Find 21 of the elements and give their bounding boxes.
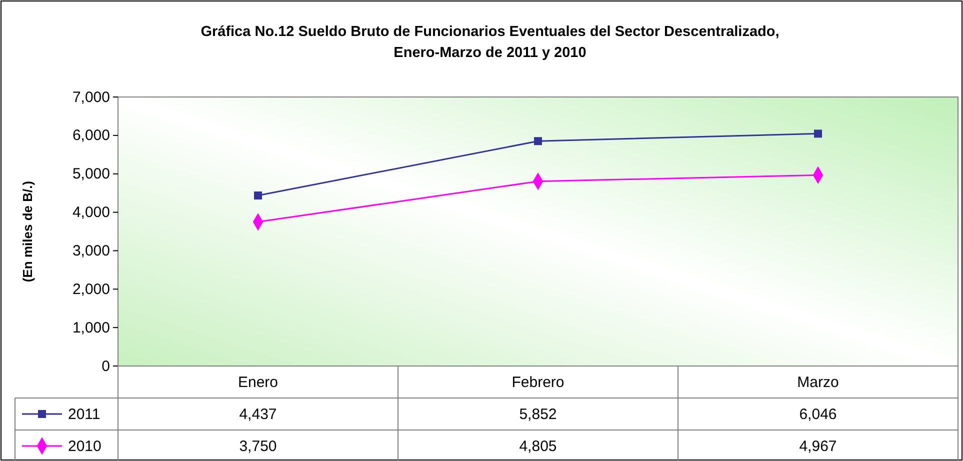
y-tick-label: 7,000 <box>72 88 110 106</box>
y-tick-label: 2,000 <box>72 280 110 298</box>
y-tick-label: 6,000 <box>72 127 110 144</box>
y-tick-label: 4,000 <box>72 204 110 222</box>
y-tick-label: 5,000 <box>72 166 110 183</box>
legend-label: 2010 <box>68 438 102 455</box>
legend-label: 2011 <box>68 406 100 423</box>
y-tick-label: 3,000 <box>72 242 110 260</box>
chart-title: Gráfica No.12 Sueldo Bruto de Funcionarios Eventuales del Sector Descentralizado, Enero-Marzo de 2011 y 2010 <box>200 24 780 61</box>
data-label: 4,967 <box>799 438 837 455</box>
x-tick-label: Febrero <box>512 374 564 391</box>
data-label: 6,046 <box>799 406 837 423</box>
data-label: 4,805 <box>519 438 557 455</box>
data-label: 3,750 <box>239 438 277 455</box>
x-tick-label: Marzo <box>797 374 839 391</box>
x-tick-label: Enero <box>238 374 278 391</box>
y-axis-title: (En miles de B/.) <box>20 180 35 282</box>
y-tick-label: 1,000 <box>72 319 110 336</box>
data-label: 5,852 <box>519 406 557 423</box>
data-label: 4,437 <box>239 406 277 423</box>
y-tick-label: 0 <box>102 358 110 375</box>
